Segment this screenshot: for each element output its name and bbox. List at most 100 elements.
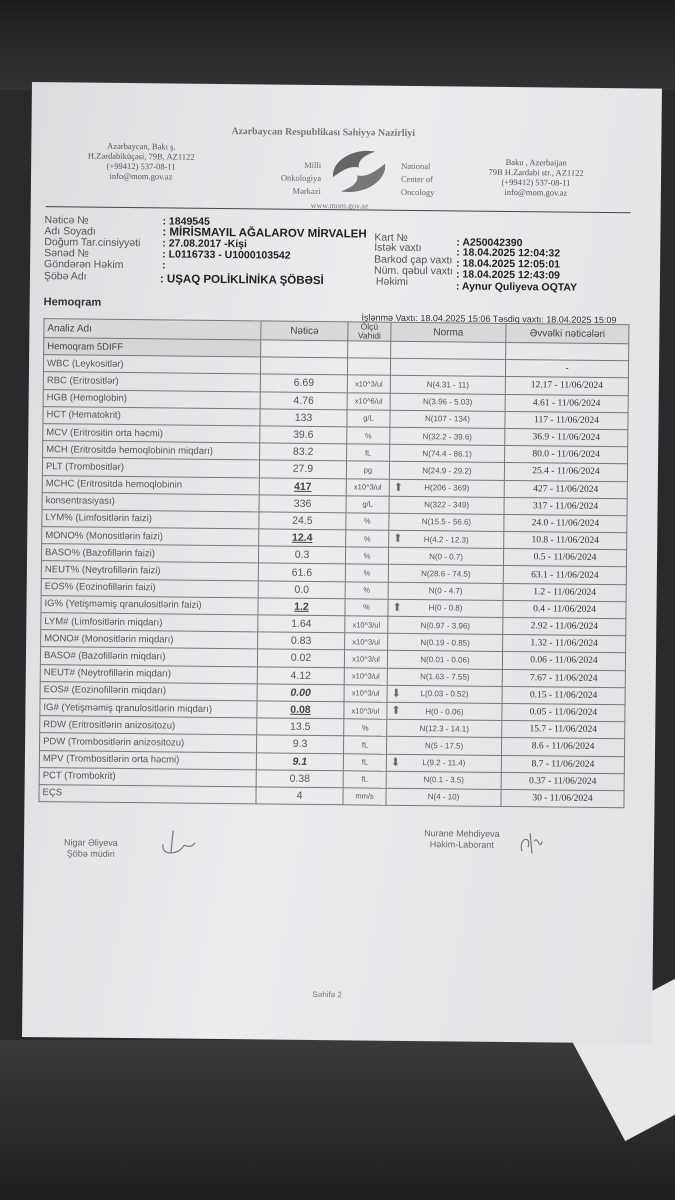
norm-range: N(32.2 - 39.6) <box>389 427 505 446</box>
result-value-text: 27.9 <box>292 463 314 476</box>
result-value: 83.2 <box>259 443 347 462</box>
ministry-title: Azərbaycan Respublikası Səhiyyə Nazirliy… <box>231 126 416 140</box>
page-number: Səhifə 2 <box>312 989 342 1000</box>
unit-text: fL <box>361 740 369 750</box>
result-value: 39.6 <box>259 425 347 444</box>
norm-range: N(0.97 - 3.96) <box>387 616 503 635</box>
unit-text: x10^3/ul <box>352 619 381 630</box>
norm-range-text: N(74.4 - 86.1) <box>422 448 472 459</box>
norm-range: N(28.6 - 74.5) <box>388 564 504 584</box>
norm-range: ⬆ H(4.2 - 12.3) <box>388 530 504 549</box>
analysis-name: PLT (Trombositlər) <box>42 457 260 478</box>
doctor-label: Həkimi <box>375 275 409 288</box>
analysis-name-text: LYM% (Limfositlərin faizi) <box>45 512 152 525</box>
previous-result: 7.67 - 11/06/2024 <box>502 669 626 688</box>
previous-result-text: 10.8 - 11/06/2024 <box>531 535 600 547</box>
address-en: Baku , Azerbaijan 79B H.Zardabi str., AZ… <box>471 157 601 198</box>
result-value-text: 1.2 <box>294 600 309 613</box>
lab-report-page: Azərbaycan Respublikası Səhiyyə Nazirliy… <box>21 82 662 1044</box>
previous-result: 0.15 - 11/06/2024 <box>502 686 626 705</box>
previous-result: 80.0 - 11/06/2024 <box>504 445 628 465</box>
unit: pg <box>346 461 390 479</box>
arrow-up-icon: ⬆ <box>391 704 401 717</box>
result-value: 1.2 <box>257 597 346 616</box>
norm-range-text: N(0.01 - 0.06) <box>420 655 470 665</box>
result-value: 61.6 <box>258 563 346 582</box>
unit-text: x10^6/ul <box>354 396 383 406</box>
norm-range: N(5 - 17.5) <box>386 736 502 755</box>
previous-result: 317 - 11/06/2024 <box>503 497 628 516</box>
norm-range-text: N(12.3 - 14.1) <box>419 723 469 734</box>
unit-text: % <box>361 723 369 733</box>
norm-range: ⬆ H(0 - 0.8) <box>387 599 504 618</box>
previous-result-text: 1.2 - 11/06/2024 <box>533 586 597 598</box>
result-value-text: 4.76 <box>293 394 314 407</box>
doc-no: : L0116733 - U1000103542 <box>162 248 291 262</box>
signer-title: Həkim-Laborant <box>429 839 494 850</box>
result-value <box>260 357 348 376</box>
unit: g/L <box>346 409 391 428</box>
norm-range: N(1.63 - 7.55) <box>387 667 503 687</box>
analysis-name-text: MCV (Eritrositin orta həcmi) <box>46 426 164 439</box>
arrow-up-icon: ⬆ <box>392 601 402 614</box>
unit-text: x10^3/ul <box>353 482 382 492</box>
unit-text: x10^3/ul <box>351 705 380 716</box>
analysis-name-text: konsentrasiyası) <box>45 495 115 508</box>
address-line: 79B H.Zardabi str., AZ1122 <box>488 166 584 178</box>
logo-line: Onkologiya <box>280 172 322 184</box>
analysis-name-text: BASO% (Bazofillərin faizi) <box>45 547 155 560</box>
norm-range: N(0.1 - 3.5) <box>386 770 502 790</box>
background-surface <box>0 1040 675 1200</box>
patient-info: Nəticə № : 1849545 Adı Soyadı : MİRİSMAY… <box>44 214 635 294</box>
unit: % <box>344 598 389 617</box>
norm-range: N(4 - 10) <box>385 788 502 807</box>
unit: % <box>345 512 390 531</box>
unit: x10^3/ul <box>344 615 388 634</box>
norm-range-text: N(1.63 - 7.55) <box>420 672 470 682</box>
analysis-name: konsentrasiyası) <box>42 492 260 512</box>
unit: % <box>345 547 389 565</box>
previous-result: 2.92 - 11/06/2024 <box>502 617 626 636</box>
logo-line: Center of <box>400 173 433 185</box>
analysis-name-text: BASO# (Bazofillərin miqdarı) <box>43 650 166 663</box>
result-value-text: 13.5 <box>289 720 311 734</box>
previous-result-text: - <box>565 363 569 374</box>
unit: x10^3/ul <box>347 375 391 393</box>
result-value: 6.69 <box>260 374 348 393</box>
norm-range-text: N(0.97 - 3.96) <box>420 620 471 631</box>
previous-result: 0.4 - 11/06/2024 <box>502 600 627 619</box>
unit-text: mm/s <box>355 791 374 802</box>
analysis-name-text: MCH (Eritrositdə hemoqlobinin miqdarı) <box>46 443 214 457</box>
unit-text: g/L <box>363 413 374 423</box>
previous-result-text: 63.1 - 11/06/2024 <box>531 569 599 581</box>
previous-result: 63.1 - 11/06/2024 <box>503 565 627 585</box>
arrow-up-icon: ⬆ <box>393 532 403 545</box>
col-analysis: Analiz Adı <box>43 318 262 340</box>
previous-result: 4.61 - 11/06/2024 <box>505 394 629 413</box>
unit: mm/s <box>342 787 387 806</box>
norm-range-text: N(0.19 - 0.85) <box>420 637 470 648</box>
norm-range: N(3.96 - 5.03) <box>390 392 506 412</box>
unit: x10^3/ul <box>346 478 390 496</box>
unit: g/L <box>346 495 390 514</box>
previous-result: 0.5 - 11/06/2024 <box>503 548 627 568</box>
analysis-name-text: IG# (Yetişməmiş qranulositlərin miqdarı) <box>43 701 213 715</box>
norm-range: N(12.3 - 14.1) <box>386 719 502 738</box>
unit-text: % <box>363 534 371 544</box>
analysis-name: PCT (Trombokrit) <box>39 767 257 787</box>
previous-result-text: 80.0 - 11/06/2024 <box>532 449 600 461</box>
norm-range: N(0.19 - 0.85) <box>387 633 503 652</box>
result-value: 0.38 <box>256 769 344 788</box>
analysis-name-text: HCT (Hematokrit) <box>46 409 121 422</box>
unit-text: x10^3/ul <box>352 637 381 647</box>
norm-range: N(0.01 - 0.06) <box>387 650 503 670</box>
norm-range-text: N(107 - 134) <box>424 414 470 424</box>
handwritten-signature <box>162 830 196 854</box>
result-value-text: 0.3 <box>294 549 310 562</box>
result-value-text: 9.3 <box>292 738 308 751</box>
analysis-name-text: LYM# (Limfositlərin miqdarı) <box>44 615 163 628</box>
unit: x10^6/ul <box>347 392 391 411</box>
result-value-text: 4.12 <box>290 669 312 682</box>
result-value-text: 0.02 <box>290 652 312 665</box>
norm-range: N(4.31 - 11) <box>390 375 506 395</box>
